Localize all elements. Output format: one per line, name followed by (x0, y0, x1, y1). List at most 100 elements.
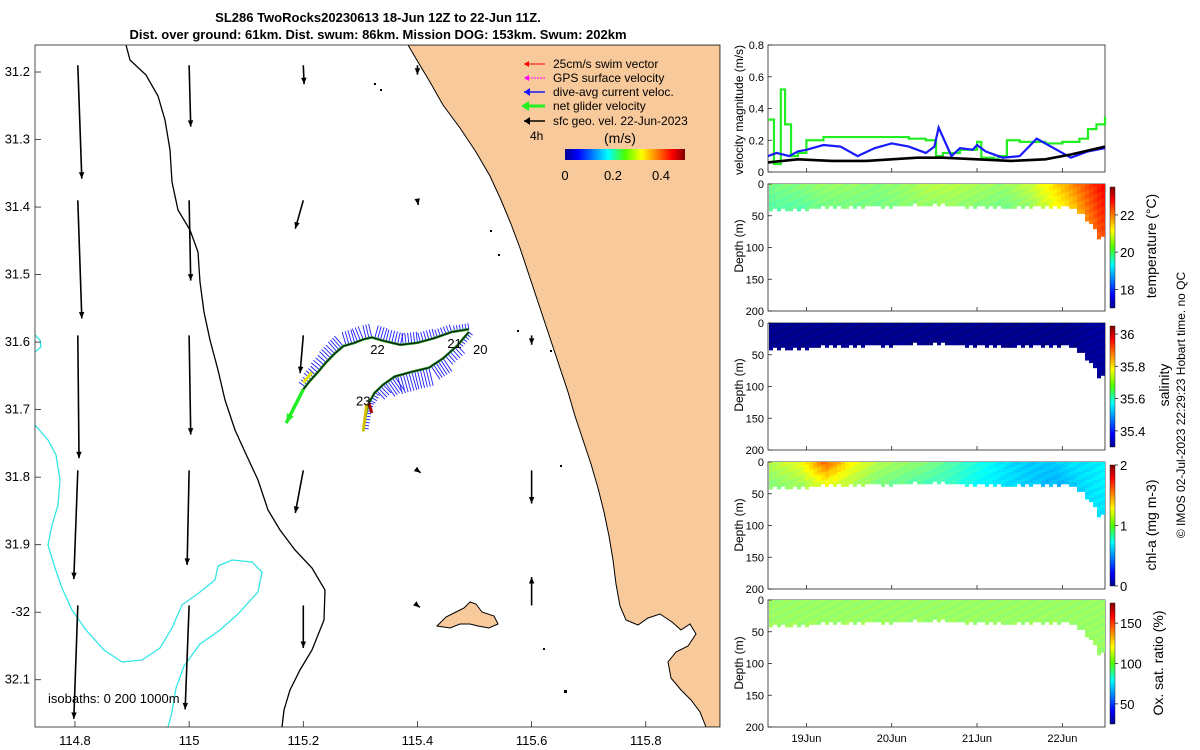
section-cell (873, 191, 877, 197)
section-cell (965, 605, 969, 610)
section-cell (829, 474, 833, 480)
section-cell (1101, 479, 1105, 485)
section-cell (1009, 196, 1013, 202)
section-cell (901, 201, 905, 207)
section-cell (1085, 323, 1089, 328)
section-cell (825, 343, 829, 348)
section-cell (837, 335, 841, 341)
section-cell (817, 467, 821, 472)
section-cell (797, 620, 801, 625)
section-cell (973, 325, 977, 331)
section-cell (981, 479, 985, 485)
section-cell (1005, 338, 1009, 343)
section-cell (885, 612, 889, 618)
section-cell (1101, 620, 1105, 625)
section-cell (845, 328, 849, 333)
section-cell (965, 186, 969, 192)
section-cell (953, 472, 957, 477)
section-cell (945, 469, 949, 475)
section-cell (785, 479, 789, 485)
map-xtick-label: 114.8 (59, 733, 91, 748)
current-vector-shaft (188, 335, 192, 435)
section-cell (789, 605, 793, 610)
section-cell (921, 605, 925, 610)
section-cell (973, 482, 977, 487)
section-cell (845, 323, 849, 328)
section-cell (961, 186, 965, 192)
section-cell (969, 472, 973, 477)
section-cell (885, 323, 889, 328)
section-cell (1045, 477, 1049, 482)
section-cell (1093, 502, 1097, 508)
section-cell (945, 615, 949, 620)
section-cell (813, 340, 817, 346)
section-cell (785, 615, 789, 620)
section-cell (1089, 328, 1093, 333)
section-cell (853, 605, 857, 610)
section-cell (929, 467, 933, 472)
section-cell (989, 186, 993, 192)
section-cell (805, 612, 809, 618)
section-cell (1085, 607, 1089, 613)
section-cell (1089, 464, 1093, 470)
section-cell (937, 610, 941, 615)
section-cell (1041, 340, 1045, 346)
section-cell (889, 617, 893, 623)
section-cell (1093, 358, 1097, 364)
section-cell (977, 605, 981, 610)
section-cell (845, 191, 849, 197)
section-cell (1033, 472, 1037, 477)
section-cell (805, 343, 809, 348)
section-cell (949, 328, 953, 333)
section-cell (885, 600, 889, 605)
section-cell (929, 615, 933, 620)
section-cell (1005, 335, 1009, 341)
section-cell (773, 323, 777, 328)
section-cell (1025, 330, 1029, 336)
section-cell (993, 325, 997, 331)
section-cell (957, 479, 961, 485)
section-cell (897, 615, 901, 620)
section-cell (917, 184, 921, 189)
section-cell (897, 469, 901, 475)
section-cell (941, 469, 945, 475)
section-cell (981, 612, 985, 618)
section-cell (1049, 472, 1053, 477)
section-cell (1069, 482, 1073, 487)
section-cell (821, 201, 825, 207)
section-cell (821, 189, 825, 194)
section-cell (957, 602, 961, 608)
section-cell (893, 335, 897, 341)
section-cell (825, 464, 829, 470)
section-cell (789, 462, 793, 467)
salinity-clabel: salinity (1156, 364, 1172, 407)
section-cell (821, 191, 825, 197)
section-cell (989, 467, 993, 472)
section-cell (1017, 469, 1021, 475)
section-cell (901, 335, 905, 341)
section-cell (905, 462, 909, 467)
section-colorbar (1109, 325, 1116, 448)
section-cell (897, 474, 901, 480)
section-colorbar (1109, 186, 1116, 309)
section-cell (1101, 500, 1105, 505)
section-cell (973, 469, 977, 475)
section-cell (953, 340, 957, 346)
section-cell (1037, 340, 1041, 346)
section-cell (801, 335, 805, 341)
section-cell (977, 615, 981, 620)
section-cell (1005, 189, 1009, 194)
section-cell (901, 469, 905, 475)
section-cell (913, 184, 917, 189)
section-cell (1025, 199, 1029, 204)
section-cell (925, 191, 929, 197)
land-mass (407, 45, 720, 727)
section-cell (785, 184, 789, 189)
section-cell (873, 612, 877, 618)
section-cell (957, 201, 961, 207)
section-cell (937, 333, 941, 338)
section-cell (925, 612, 929, 618)
section-cell (1025, 617, 1029, 623)
velocity-ytick-label: 0 (758, 167, 764, 179)
section-cell (805, 345, 809, 351)
